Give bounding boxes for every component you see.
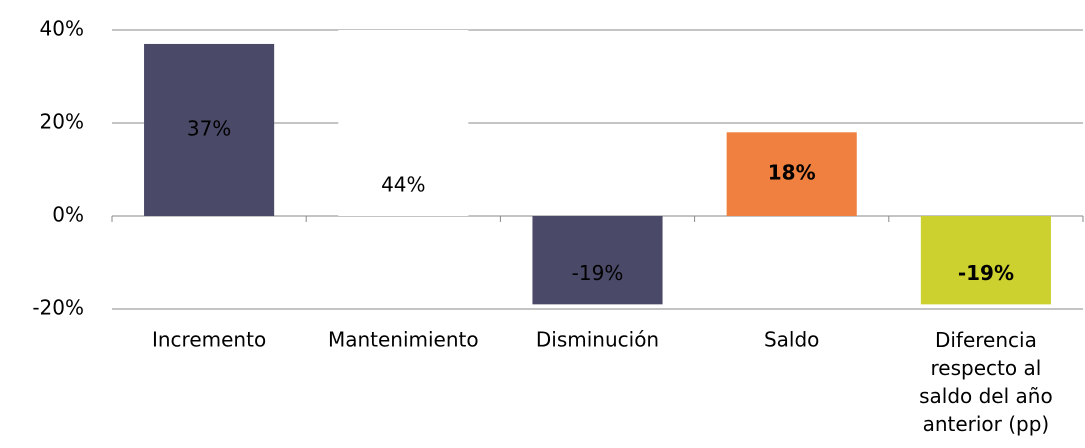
data-label: -19% xyxy=(572,261,624,285)
x-tick-label: Disminución xyxy=(536,328,659,352)
x-tick-label: Mantenimiento xyxy=(328,328,479,352)
y-tick-label: -20% xyxy=(32,296,84,320)
bar xyxy=(144,43,275,217)
data-label: -19% xyxy=(958,261,1014,285)
y-tick-label: 20% xyxy=(40,110,84,134)
data-label: 44% xyxy=(381,173,425,197)
x-tick-label: Diferencia respecto al saldo del año anteri… xyxy=(919,328,1053,436)
bar xyxy=(532,216,663,305)
x-tick-label: Saldo xyxy=(764,328,819,352)
x-tick-label: Incremento xyxy=(152,328,266,352)
data-label: 18% xyxy=(768,161,816,185)
data-label: 37% xyxy=(187,116,231,140)
bar xyxy=(338,30,469,216)
bar xyxy=(726,132,857,216)
y-tick-label: 40% xyxy=(40,17,84,41)
y-tick-label: 0% xyxy=(52,203,84,227)
bar xyxy=(920,216,1051,305)
